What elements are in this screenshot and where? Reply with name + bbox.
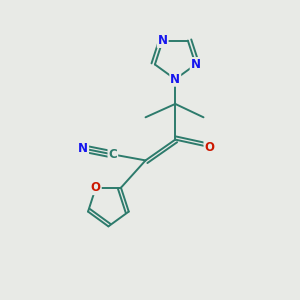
Text: O: O: [91, 181, 101, 194]
Text: N: N: [190, 58, 201, 71]
Text: O: O: [204, 140, 214, 154]
Text: N: N: [78, 142, 88, 155]
Text: N: N: [170, 73, 180, 86]
Text: C: C: [109, 148, 117, 161]
Text: N: N: [158, 34, 168, 47]
